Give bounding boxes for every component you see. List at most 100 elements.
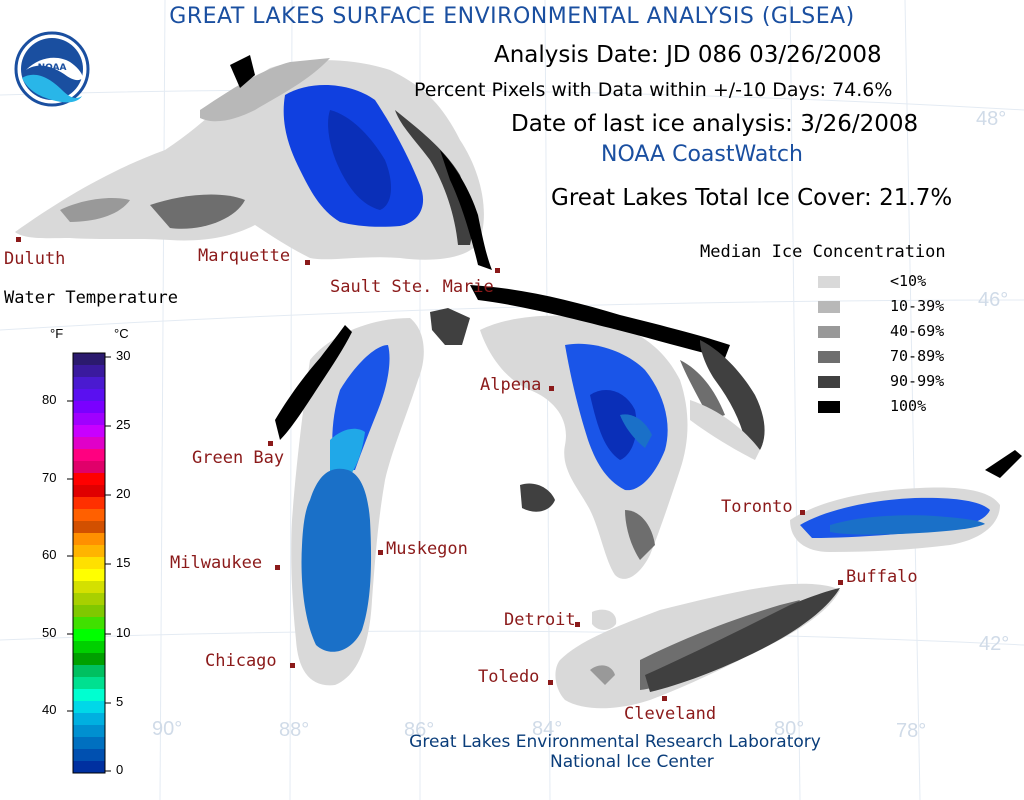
city-milwaukee: Milwaukee [170,553,263,573]
ice-legend-title: Median Ice Concentration [700,242,946,262]
temp-scale-band [73,509,105,522]
temp-scale-band [73,641,105,654]
ice-legend-label: 100% [890,397,927,415]
ice-legend-swatch [818,301,840,313]
fahrenheit-tick-label: 50 [42,625,57,640]
temp-scale-band [73,677,105,690]
map-title: GREAT LAKES SURFACE ENVIRONMENTAL ANALYS… [169,4,855,29]
temp-scale-band [73,665,105,678]
ice-legend-label: 90-99% [890,372,945,390]
lon-88-label: 88° [279,719,310,741]
footer-nic: National Ice Center [550,752,714,772]
city-alpena: Alpena [480,375,542,395]
celsius-tick-label: 25 [116,417,131,432]
temp-scale-band [73,581,105,594]
temp-scale-band [73,473,105,486]
footer-glerl: Great Lakes Environmental Research Labor… [409,732,821,752]
city-toledo: Toledo [478,667,540,687]
lon-84-label: 84° [532,718,563,740]
open-water-superior-inner [328,110,392,210]
celsius-tick-label: 20 [116,486,131,501]
open-water-michigan-mid [330,428,365,478]
city-muskegon: Muskegon [386,539,468,559]
lat-48-label: 48° [976,108,1007,130]
city-duluth: Duluth [4,249,66,269]
celsius-tick-label: 10 [116,625,131,640]
celsius-tick-label: 0 [116,762,124,777]
temp-scale-band [73,377,105,390]
noaa-logo-text: NOAA [37,63,67,73]
celsius-tick-label: 5 [116,694,124,709]
last-ice-analysis: Date of last ice analysis: 3/26/2008 [511,111,919,137]
temp-scale-band [73,629,105,642]
lon-86-label: 86° [404,719,435,741]
temp-scale-band [73,749,105,762]
ice-70-89-georgian-bay [680,360,725,420]
temp-scale-band [73,725,105,738]
lat-42-label: 42° [979,633,1010,655]
fahrenheit-tick-label: 70 [42,470,57,485]
total-ice-cover: Great Lakes Total Ice Cover: 21.7% [551,185,953,211]
ice-70-89-huron-south [625,510,655,560]
open-water-ontario-mid [830,515,985,535]
city-sault-ste-marie: Sault Ste. Marie [330,277,494,297]
temp-scale-band [73,437,105,450]
lat-46-label: 46° [978,289,1009,311]
ice-100-ontario-east [985,450,1022,478]
temperature-scale-ticks [67,356,111,772]
ice-70-89-superior [150,194,245,229]
ice-legend-swatches [818,276,840,413]
temp-scale-band [73,461,105,474]
percent-pixels: Percent Pixels with Data within +/-10 Da… [414,79,893,101]
ice-legend-label: 10-39% [890,297,945,315]
ice-legend-swatch [818,376,840,388]
ice-100-superior-north [230,55,255,88]
temp-scale-band [73,533,105,546]
ice-100-green-bay [275,325,352,440]
temp-scale-band [73,653,105,666]
lon-78-label: 78° [896,720,927,742]
ice-90-99-superior [395,110,472,245]
ice-100-huron-north [470,285,730,358]
ice-legend-swatch [818,276,840,288]
temp-scale-band [73,413,105,426]
temp-scale-band [73,401,105,414]
ice-10-39-superior [200,58,330,122]
lake-michigan [275,308,470,686]
unit-fahrenheit: °F [50,326,64,341]
temp-scale-band [73,389,105,402]
ice-legend-swatch [818,401,840,413]
ice-100-superior [440,150,492,270]
temp-scale-band [73,761,105,774]
coastwatch-label: NOAA CoastWatch [601,142,803,167]
open-water-huron-mid [620,414,652,448]
ice-90-99-erie [645,588,840,692]
city-marquette: Marquette [198,246,291,266]
ice-legend-label: 40-69% [890,322,945,340]
temp-scale-band [73,569,105,582]
ice-legend-swatch [818,351,840,363]
fahrenheit-tick-label: 40 [42,702,57,717]
city-green-bay: Green Bay [192,448,285,468]
temp-scale-band [73,497,105,510]
lake-st-clair [592,609,617,630]
celsius-tick-label: 30 [116,348,131,363]
ice-lt10-georgian [690,400,760,460]
ice-90-99-michigan-north [430,308,470,345]
lake-huron [470,285,765,579]
water-temp-title: Water Temperature [4,288,178,308]
lon-90-label: 90° [152,718,183,740]
temp-scale-band [73,353,105,366]
unit-celsius: °C [114,326,129,341]
celsius-tick-label: 15 [116,555,131,570]
city-buffalo: Buffalo [846,567,918,587]
fahrenheit-tick-label: 80 [42,392,57,407]
temp-scale-band [73,365,105,378]
fahrenheit-tick-label: 60 [42,547,57,562]
lon-80-label: 80° [774,718,805,740]
temp-scale-band [73,557,105,570]
ice-legend-label: <10% [890,272,927,290]
temp-scale-band [73,737,105,750]
lake-ontario [790,450,1022,552]
open-water-michigan-lower [301,468,372,652]
